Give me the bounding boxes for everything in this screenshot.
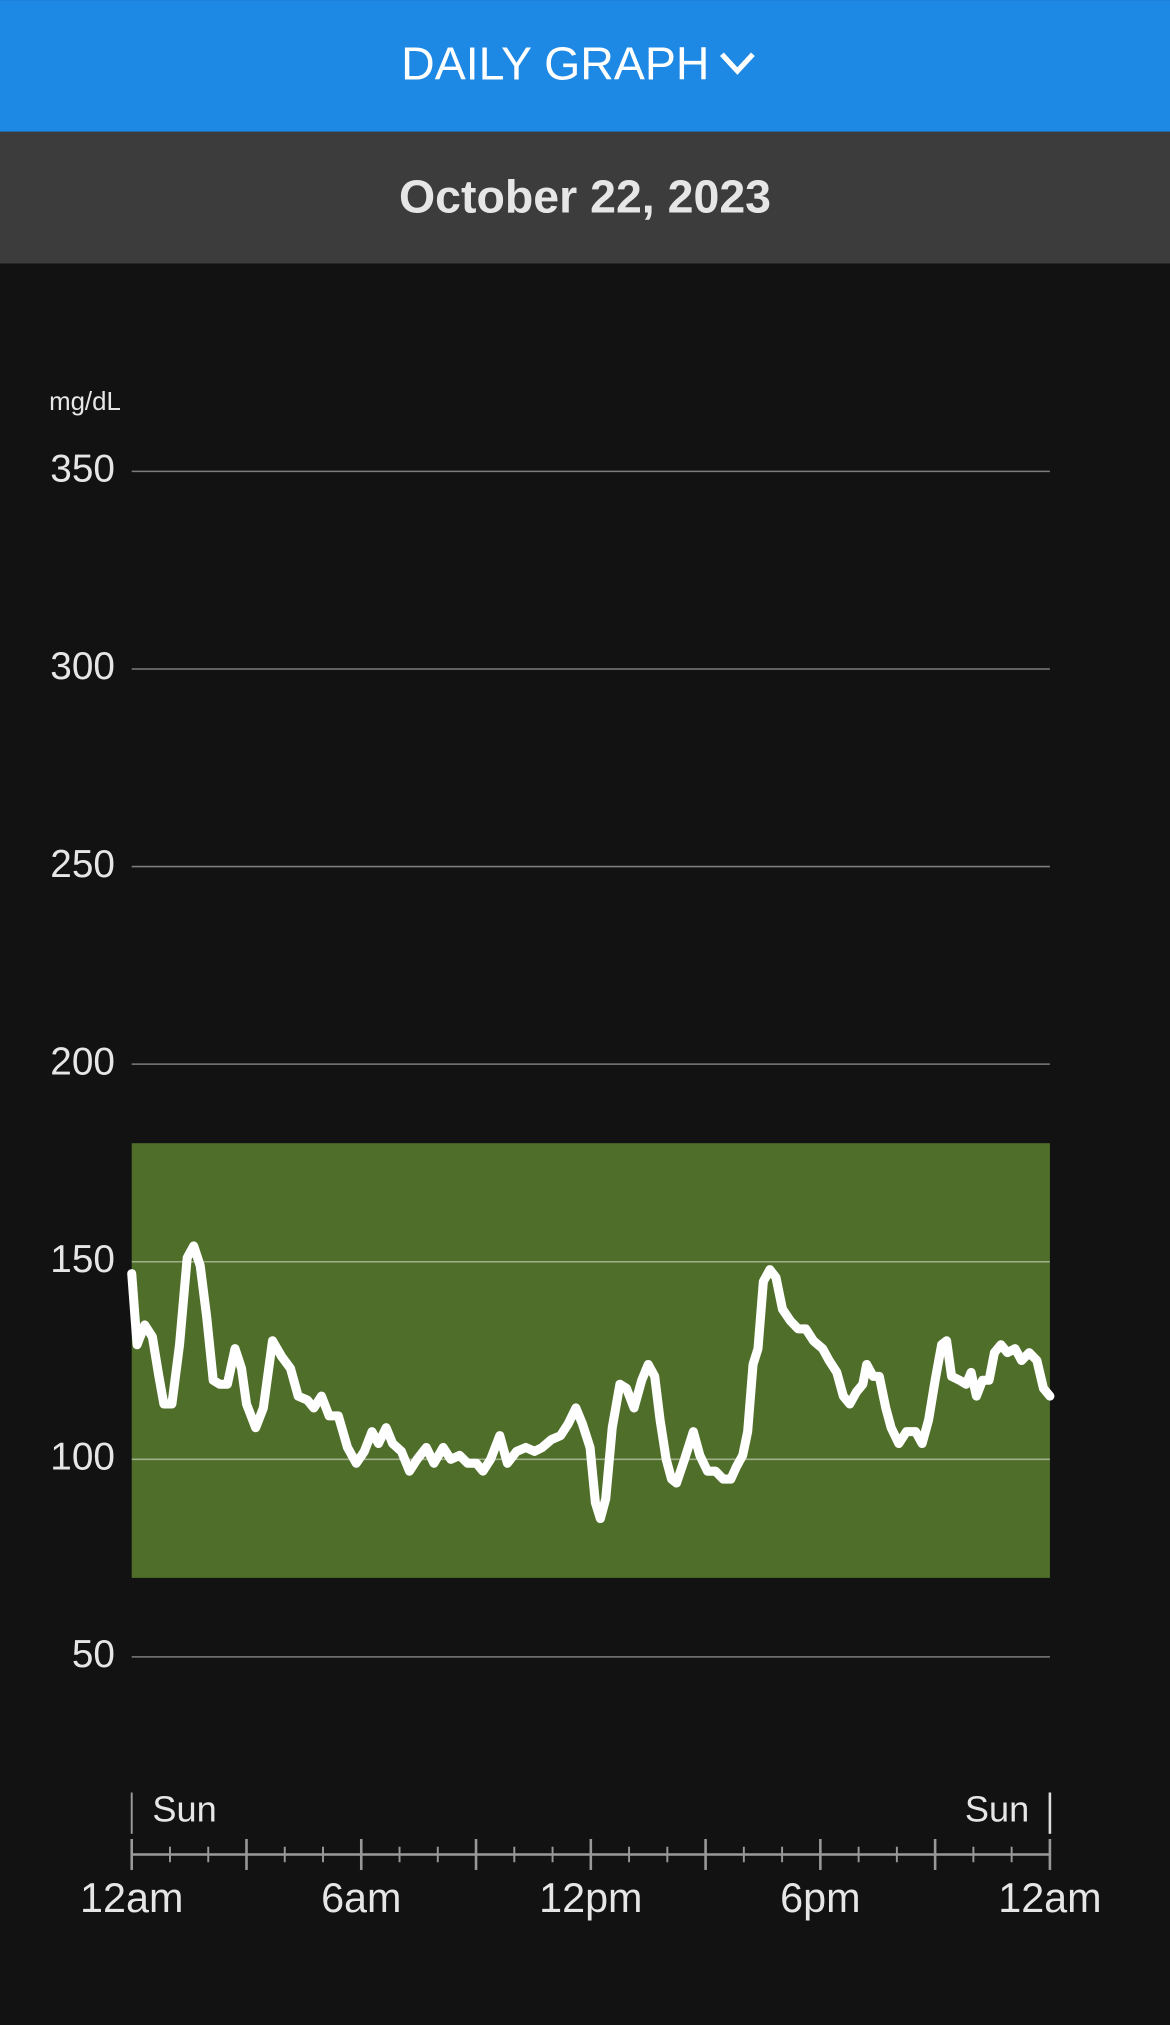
x-tick-label: 12am (998, 1875, 1101, 1921)
x-tick-label: 6am (321, 1875, 401, 1921)
date: October 22, 2023 (399, 170, 771, 222)
y-tick-label: 250 (50, 843, 115, 886)
x-tick-label: 12pm (539, 1875, 642, 1921)
header-bar (0, 0, 1170, 132)
y-tick-label: 50 (72, 1633, 115, 1676)
day-label: Sun (965, 1788, 1029, 1829)
x-tick-label: 12am (80, 1875, 183, 1921)
y-tick-label: 150 (50, 1238, 115, 1281)
glucose-line (127, 1241, 1055, 1524)
x-tick-label: 6pm (780, 1875, 860, 1921)
y-tick-label: 300 (50, 645, 115, 688)
y-tick-label: 350 (50, 448, 115, 491)
date-bar (0, 131, 1170, 264)
dropdown-chevron[interactable] (719, 52, 755, 75)
day-label: Sun (152, 1788, 216, 1829)
y-unit: mg/dL (49, 388, 121, 416)
y-tick-label: 100 (50, 1436, 115, 1479)
header-title[interactable]: DAILY GRAPH (401, 37, 709, 89)
y-tick-label: 200 (50, 1040, 115, 1083)
